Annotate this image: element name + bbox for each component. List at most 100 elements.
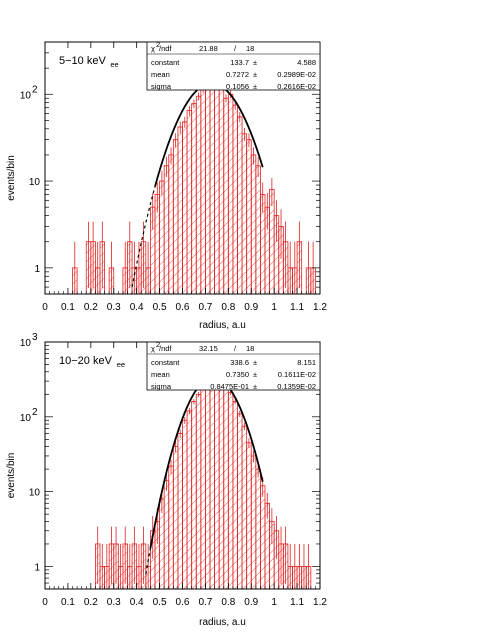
x-tick-label: 1 xyxy=(271,302,277,313)
stat-error: 4.588 xyxy=(297,58,316,67)
x-tick-label: 0.5 xyxy=(153,302,167,313)
x-tick-label: 0.4 xyxy=(130,302,144,313)
histogram-bar xyxy=(168,154,174,295)
stat-name: mean xyxy=(151,70,170,79)
histogram-bar xyxy=(177,126,183,295)
chi2-value: 21.88 xyxy=(199,44,218,53)
chi2-ndf-label: /ndf xyxy=(159,344,172,353)
y-tick-label: 10 xyxy=(20,413,32,424)
stat-value: 0.8475E-01 xyxy=(210,382,249,391)
histogram-bar xyxy=(227,392,234,590)
x-tick-label: 0.8 xyxy=(221,597,235,608)
y-tick-label: 10 xyxy=(20,90,32,101)
x-tick-label: 0.6 xyxy=(176,302,190,313)
histogram-bar xyxy=(182,419,188,590)
x-tick-label: 0.3 xyxy=(107,597,121,608)
histogram-bar xyxy=(246,442,252,590)
histogram-bar xyxy=(246,139,252,295)
chi2-separator: / xyxy=(234,344,237,353)
x-tick-label: 1 xyxy=(271,597,277,608)
histogram-bar xyxy=(191,103,197,295)
stat-value: 0.7272 xyxy=(226,70,249,79)
histogram-bar xyxy=(214,378,220,590)
chi2-value: 32.15 xyxy=(199,344,218,353)
chi2-label: χ xyxy=(151,44,155,53)
stat-name: sigma xyxy=(151,382,172,391)
histogram-bar xyxy=(223,97,229,295)
energy-unit-subscript: ee xyxy=(110,60,118,69)
stat-error: 0.2616E-02 xyxy=(277,82,316,91)
histogram-bar xyxy=(209,81,215,295)
x-tick-label: 0.3 xyxy=(107,302,121,313)
fit-curve-dashed xyxy=(145,548,152,575)
histogram-bar xyxy=(218,380,225,590)
histogram-bar xyxy=(218,85,225,295)
histogram-bar xyxy=(255,468,261,590)
stat-plusminus: ± xyxy=(253,370,257,379)
histogram-bar xyxy=(172,139,179,295)
histogram-bar xyxy=(186,410,193,590)
y-tick-exponent: 2 xyxy=(32,84,38,95)
x-axis-label: radius, a.u xyxy=(199,320,246,331)
x-tick-label: 0.2 xyxy=(84,302,98,313)
y-axis-label: events/bin xyxy=(6,453,17,499)
x-tick-label: 1.2 xyxy=(313,302,327,313)
stats-box-frame xyxy=(146,341,321,391)
stat-value: 0.1056 xyxy=(226,82,249,91)
stat-name: constant xyxy=(151,58,180,67)
y-tick-label: 10 xyxy=(29,177,41,188)
stat-name: sigma xyxy=(151,82,172,91)
x-tick-label: 0.2 xyxy=(84,597,98,608)
stat-name: mean xyxy=(151,370,170,379)
histogram-bar xyxy=(191,401,197,590)
ndf-value: 18 xyxy=(246,344,254,353)
ndf-value: 18 xyxy=(246,44,254,53)
histogram-bar xyxy=(232,104,238,295)
fit-stats-box: χ 2/ndf 32.15 / 18 constant 338.6 ±8.151 mean 0.7… xyxy=(146,340,321,391)
stat-value: 133.7 xyxy=(230,58,249,67)
y-tick-label: 10 xyxy=(20,338,32,349)
x-axis-label: radius, a.u xyxy=(199,617,246,628)
stat-plusminus: ± xyxy=(253,358,257,367)
stats-box-frame xyxy=(146,41,321,91)
x-tick-label: 0 xyxy=(42,597,48,608)
x-tick-label: 0.4 xyxy=(130,597,144,608)
stat-value: 0.7350 xyxy=(226,370,249,379)
histogram-bar xyxy=(159,180,165,295)
y-tick-label: 10 xyxy=(29,488,41,499)
stat-plusminus: ± xyxy=(253,82,257,91)
chi2-exponent: 2 xyxy=(156,40,160,49)
x-tick-label: 0 xyxy=(42,302,48,313)
histogram-bar xyxy=(177,433,183,590)
histogram-bar xyxy=(186,110,193,295)
histogram-bar xyxy=(168,465,174,590)
x-tick-label: 0.5 xyxy=(153,597,167,608)
y-tick-label: 1 xyxy=(34,562,40,573)
histogram-bar xyxy=(163,480,170,590)
x-tick-label: 0.6 xyxy=(176,597,190,608)
histogram-bar xyxy=(200,88,206,295)
x-tick-label: 0.7 xyxy=(198,302,212,313)
x-tick-label: 0.9 xyxy=(244,597,258,608)
chart-panel-2: 0 0.1 0.2 0.3 0.4 0.5 0.6 0.7 0.8 0.9 1 1.1 1.2 1 10 10… xyxy=(6,332,327,628)
stat-error: 0.2989E-02 xyxy=(277,70,316,79)
histogram-bar xyxy=(182,121,188,295)
x-tick-label: 1.1 xyxy=(290,597,304,608)
x-tick-label: 0.1 xyxy=(61,597,75,608)
y-tick-exponent: 2 xyxy=(32,407,38,418)
x-tick-label: 1.2 xyxy=(313,597,327,608)
histogram-bar xyxy=(227,93,234,295)
histogram-bar xyxy=(223,384,229,590)
histogram-bar xyxy=(250,455,257,590)
energy-range-title: 10−20 keV xyxy=(59,355,113,367)
energy-unit-subscript: ee xyxy=(117,360,125,369)
fit-curve-dashed xyxy=(131,186,156,288)
histogram-bar xyxy=(163,165,170,295)
histogram-bar xyxy=(205,381,211,590)
stat-error: 0.1359E-02 xyxy=(277,382,316,391)
histogram-bar xyxy=(255,165,261,295)
chi2-label: χ xyxy=(151,344,155,353)
histogram-bar xyxy=(195,393,202,590)
x-tick-label: 0.9 xyxy=(244,302,258,313)
